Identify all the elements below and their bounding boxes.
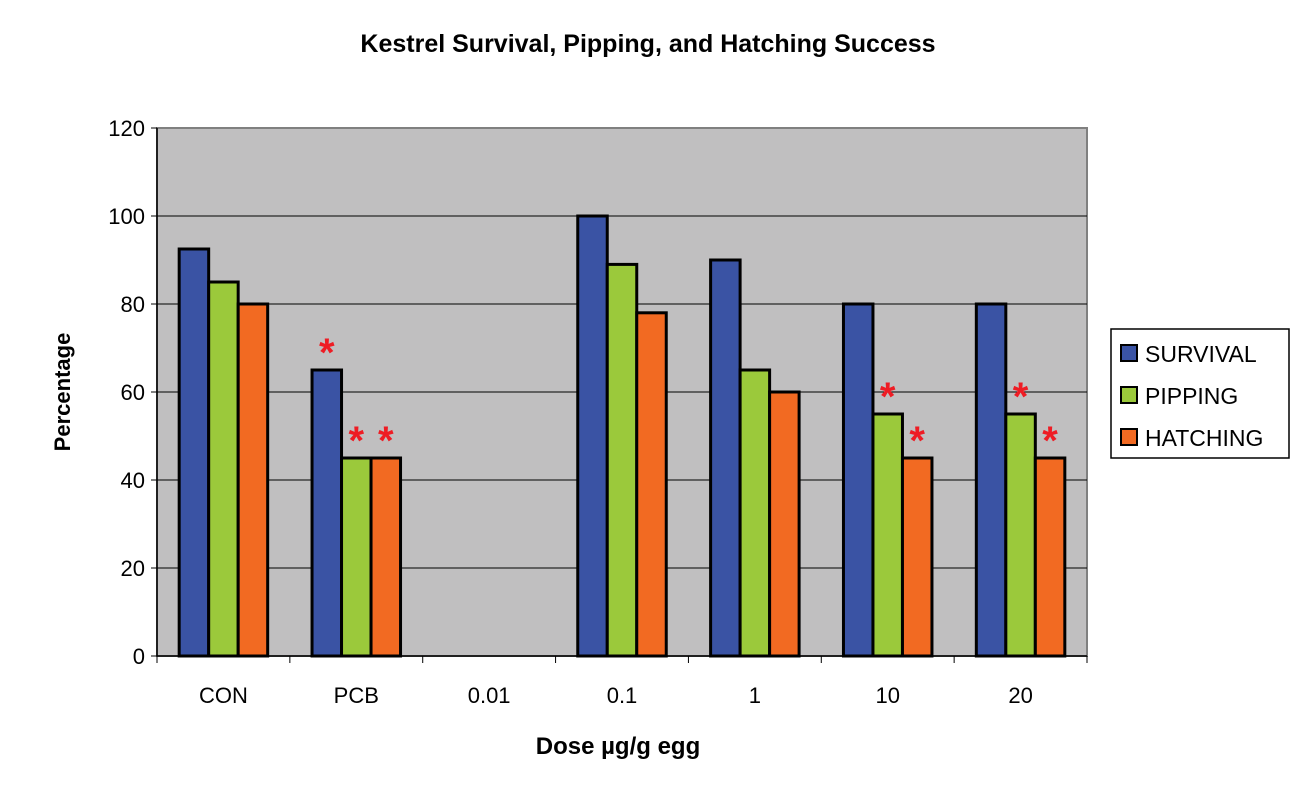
significance-asterisk: * xyxy=(1042,419,1058,463)
significance-asterisk: * xyxy=(1013,375,1029,419)
bar-survival xyxy=(177,247,211,658)
x-tick-label: 10 xyxy=(875,683,899,708)
x-tick-label: PCB xyxy=(334,683,379,708)
legend-box xyxy=(1110,328,1290,459)
chart-title: Kestrel Survival, Pipping, and Hatching … xyxy=(360,30,935,58)
significance-asterisk: * xyxy=(378,419,394,463)
y-tick-label: 20 xyxy=(121,556,145,581)
y-tick-label: 0 xyxy=(133,644,145,669)
significance-asterisk: * xyxy=(909,419,925,463)
bar-hatching xyxy=(236,302,270,658)
x-tick-label: 1 xyxy=(749,683,761,708)
bar-hatching xyxy=(768,390,801,658)
significance-asterisk: * xyxy=(880,375,896,419)
significance-asterisk: * xyxy=(319,331,335,375)
bar-pipping xyxy=(1004,412,1037,658)
significance-asterisk: * xyxy=(348,419,364,463)
y-tick-label: 100 xyxy=(108,204,145,229)
legend: SURVIVAL PIPPING HATCHING xyxy=(1110,328,1290,459)
bar-pipping xyxy=(738,368,772,658)
legend-label-pipping: PIPPING xyxy=(1145,383,1238,409)
bar-pipping xyxy=(207,280,240,658)
legend-label-hatching: HATCHING xyxy=(1145,425,1263,451)
bar-survival xyxy=(576,214,609,658)
y-tick-label: 60 xyxy=(121,380,145,405)
bar-survival xyxy=(974,302,1008,658)
bar-pipping xyxy=(871,412,904,658)
y-tick-label: 120 xyxy=(108,116,145,141)
legend-swatch-hatching xyxy=(1120,428,1138,446)
bar-survival xyxy=(310,368,344,658)
y-tick-label: 80 xyxy=(121,292,145,317)
legend-label-survival: SURVIVAL xyxy=(1145,341,1257,367)
bar-pipping xyxy=(340,456,373,658)
bar-hatching xyxy=(635,311,668,658)
bar-survival xyxy=(841,302,875,658)
legend-swatch-survival xyxy=(1120,344,1138,362)
y-tick-label: 40 xyxy=(121,468,145,493)
x-tick-label: 0.1 xyxy=(607,683,638,708)
bar-pipping xyxy=(605,262,639,658)
x-tick-label: CON xyxy=(199,683,248,708)
x-tick-label: 0.01 xyxy=(468,683,511,708)
bar-survival xyxy=(709,258,742,658)
bar-hatching xyxy=(900,456,934,658)
x-tick-label: 20 xyxy=(1008,683,1032,708)
legend-swatch-pipping xyxy=(1120,386,1138,404)
bar-hatching xyxy=(369,456,403,658)
bar-hatching xyxy=(1033,456,1067,658)
y-axis-label: Percentage xyxy=(50,333,75,452)
x-axis-label: Dose µg/g egg xyxy=(536,733,701,760)
